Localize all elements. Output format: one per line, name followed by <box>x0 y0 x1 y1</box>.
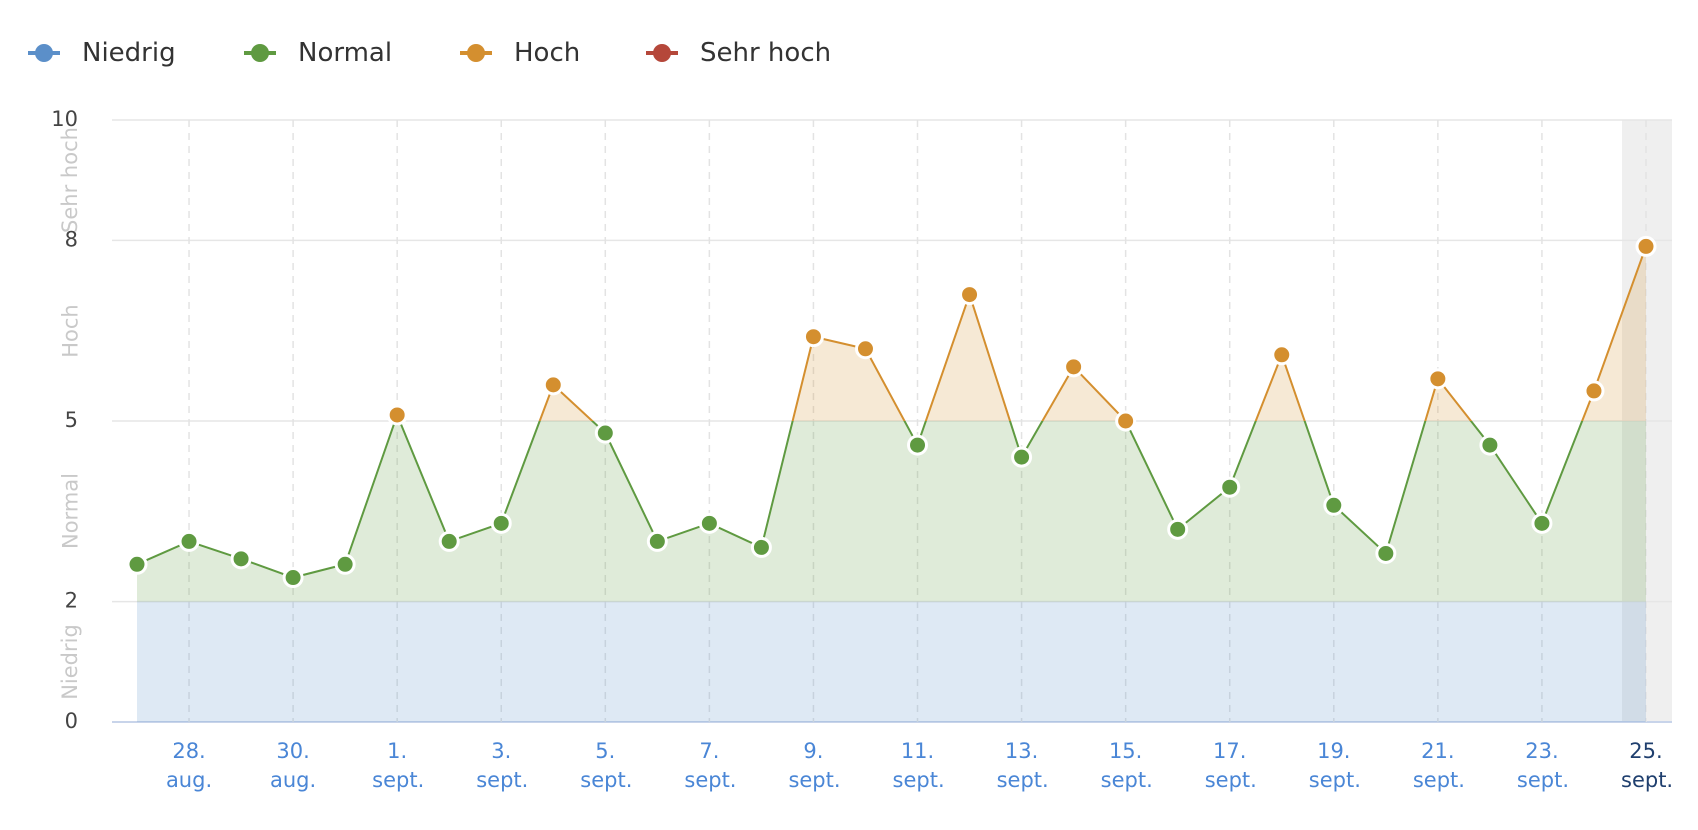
point <box>542 374 564 396</box>
line <box>394 246 1647 421</box>
point <box>1583 380 1605 402</box>
point <box>959 284 981 306</box>
x-tick-label: 28. aug. <box>165 739 213 792</box>
point <box>438 530 460 552</box>
band-label: Niedrig <box>57 624 82 700</box>
line <box>136 421 1584 579</box>
point <box>1115 410 1137 432</box>
band-area <box>137 601 1646 722</box>
y-tick-label: 10 <box>51 107 78 131</box>
x-tick-label: 21. sept. <box>1412 739 1465 792</box>
legend-marker <box>646 44 678 62</box>
y-tick-label: 8 <box>65 227 78 251</box>
point <box>1531 512 1553 534</box>
point <box>1063 356 1085 378</box>
point <box>750 536 772 558</box>
point <box>386 404 408 426</box>
y-tick-label: 2 <box>65 589 78 613</box>
x-tick-label: 3. sept. <box>476 739 529 792</box>
legend-marker <box>460 44 492 62</box>
point <box>698 512 720 534</box>
legend-item: Sehr hoch <box>646 36 831 70</box>
legend-item: Niedrig <box>28 36 176 70</box>
x-tick-label: 17. sept. <box>1204 739 1257 792</box>
point <box>907 434 929 456</box>
point <box>594 422 616 444</box>
x-tick-label: 13. sept. <box>996 739 1049 792</box>
y-tick-label: 0 <box>65 709 78 733</box>
legend-dot <box>467 44 485 62</box>
legend-label: Niedrig <box>82 38 176 68</box>
band-label: Normal <box>58 473 82 550</box>
legend-item: Hoch <box>460 36 580 70</box>
point <box>334 553 356 575</box>
point <box>646 530 668 552</box>
point <box>1011 446 1033 468</box>
point <box>230 548 252 570</box>
point <box>1219 476 1241 498</box>
legend-marker <box>28 44 60 62</box>
x-tick-label: 23. sept. <box>1516 739 1570 792</box>
point <box>1271 344 1293 366</box>
x-tick-label: 19. sept. <box>1308 739 1361 792</box>
y-tick-label: 5 <box>65 408 78 432</box>
point <box>178 530 200 552</box>
x-tick-label: 7. sept. <box>684 739 737 792</box>
legend-label: Hoch <box>514 38 581 68</box>
band-area <box>137 421 1646 602</box>
point <box>1427 368 1449 390</box>
point <box>1635 235 1657 257</box>
x-tick-label: 30. aug. <box>270 739 317 792</box>
legend-marker <box>244 44 276 62</box>
point <box>1375 542 1397 564</box>
x-tick-label: 11. sept. <box>892 739 945 792</box>
point <box>854 338 876 360</box>
band-label: Hoch <box>58 303 82 358</box>
point <box>1479 434 1501 456</box>
point <box>282 567 304 589</box>
point <box>1167 518 1189 540</box>
legend-label: Sehr hoch <box>700 38 832 68</box>
legend-item: Normal <box>244 36 392 70</box>
legend-dot <box>653 44 671 62</box>
x-tick-label: 9. sept. <box>788 739 841 792</box>
x-tick-label: 25. sept. <box>1621 739 1674 792</box>
point <box>490 512 512 534</box>
point <box>1323 494 1345 516</box>
legend-dot <box>251 44 269 62</box>
point <box>802 326 824 348</box>
legend-label: Normal <box>298 38 393 68</box>
legend-dot <box>35 44 53 62</box>
band-label: Sehr hoch <box>57 127 82 234</box>
x-tick-label: 1. sept. <box>372 739 425 792</box>
x-tick-label: 5. sept. <box>580 739 633 792</box>
point <box>126 553 148 575</box>
x-tick-label: 15. sept. <box>1100 739 1153 792</box>
